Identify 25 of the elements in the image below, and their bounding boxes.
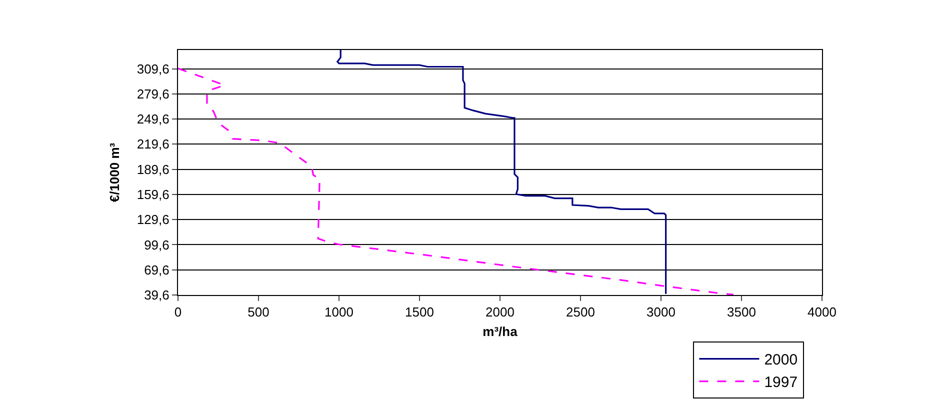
- y-tick-label: 159,6: [136, 187, 170, 202]
- x-tick-label: 3000: [646, 304, 676, 320]
- y-tick-label: 39,6: [144, 288, 170, 303]
- y-tick-label: 69,6: [144, 262, 170, 278]
- x-tick-label: 3500: [727, 304, 756, 320]
- x-tick-label: 1000: [324, 304, 354, 320]
- x-tick-label: 4000: [808, 304, 836, 320]
- legend-label: 1997: [764, 374, 798, 392]
- y-tick-label: 309,6: [136, 61, 170, 76]
- y-tick-label: 99,6: [144, 237, 170, 252]
- y-tick-label: 189,6: [136, 162, 170, 177]
- x-tick-label: 500: [248, 304, 270, 320]
- line-series: [178, 68, 734, 295]
- line-series: [336, 50, 667, 295]
- x-tick-label: 0: [174, 304, 182, 320]
- x-tick-label: 2500: [566, 304, 595, 320]
- x-tick-label: 1500: [405, 304, 434, 320]
- x-tick-label: 2000: [486, 304, 514, 320]
- y-tick-label: 249,6: [136, 112, 170, 127]
- x-axis-title: m³/ha: [482, 324, 518, 340]
- y-axis-title: €/1000 m³: [106, 142, 122, 202]
- y-tick-label: 279,6: [136, 86, 170, 102]
- y-tick-label: 129,6: [136, 212, 170, 228]
- legend-label: 2000: [764, 352, 798, 369]
- y-tick-label: 219,6: [136, 136, 170, 152]
